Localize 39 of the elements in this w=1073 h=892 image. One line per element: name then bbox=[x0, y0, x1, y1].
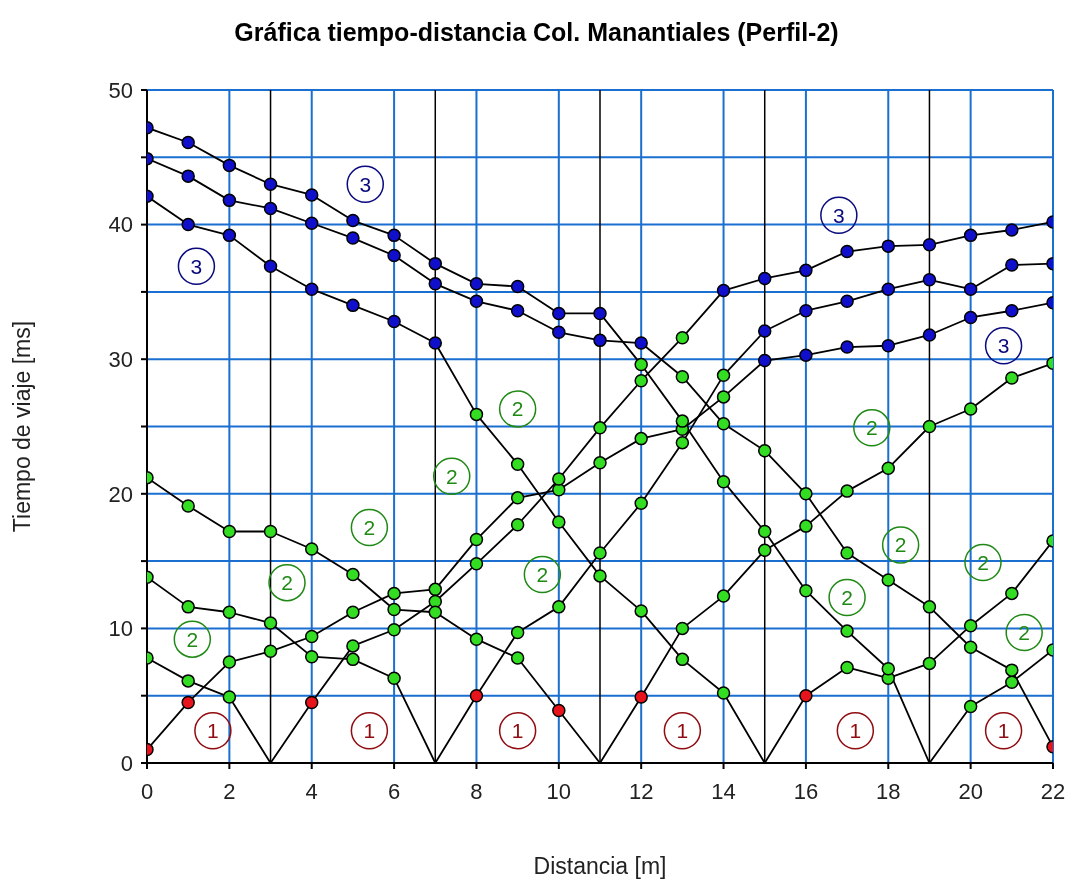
x-tick-label: 18 bbox=[876, 778, 901, 804]
x-tick-label: 8 bbox=[470, 778, 483, 804]
y-tick-label: 30 bbox=[108, 347, 133, 373]
annotation: 2 bbox=[511, 397, 524, 421]
annotation: 2 bbox=[841, 585, 853, 609]
annotation: 2 bbox=[445, 464, 458, 488]
chart-title: Gráfica tiempo-distancia Col. Manantiales (Perfil-2) bbox=[233, 18, 840, 47]
annotation: 3 bbox=[997, 334, 1010, 358]
annotation: 1 bbox=[511, 719, 524, 743]
annotation: 2 bbox=[363, 515, 376, 539]
annotation: 1 bbox=[849, 719, 862, 743]
y-tick-label: 20 bbox=[108, 481, 133, 507]
y-axis-title: Tiempo de viaje [ms] bbox=[9, 320, 36, 533]
y-tick-label: 10 bbox=[108, 616, 133, 642]
annotation: 2 bbox=[186, 627, 199, 651]
x-tick-label: 0 bbox=[140, 778, 154, 804]
annotation: 3 bbox=[359, 172, 372, 196]
annotation: 2 bbox=[281, 571, 293, 595]
annotation: 1 bbox=[363, 719, 376, 743]
annotation: 2 bbox=[536, 563, 549, 587]
y-tick-label: 0 bbox=[120, 750, 133, 776]
annotation: 1 bbox=[207, 719, 219, 743]
annotation: 2 bbox=[894, 533, 907, 557]
annotation: 3 bbox=[833, 203, 845, 227]
x-tick-label: 14 bbox=[711, 778, 736, 804]
annotation: 1 bbox=[997, 719, 1010, 743]
x-tick-label: 2 bbox=[223, 778, 236, 804]
y-tick-label: 40 bbox=[108, 212, 133, 238]
x-axis-title: Distancia [m] bbox=[533, 853, 667, 879]
x-tick-label: 10 bbox=[546, 778, 572, 804]
x-tick-label: 22 bbox=[1040, 778, 1066, 804]
x-tick-label: 16 bbox=[793, 778, 819, 804]
annotation: 1 bbox=[676, 719, 689, 743]
annotation: 3 bbox=[190, 254, 203, 278]
x-tick-label: 12 bbox=[628, 778, 654, 804]
x-tick-label: 6 bbox=[387, 778, 401, 804]
y-tick-label: 50 bbox=[108, 77, 133, 103]
x-tick-label: 4 bbox=[305, 778, 318, 804]
x-tick-label: 20 bbox=[958, 778, 983, 804]
